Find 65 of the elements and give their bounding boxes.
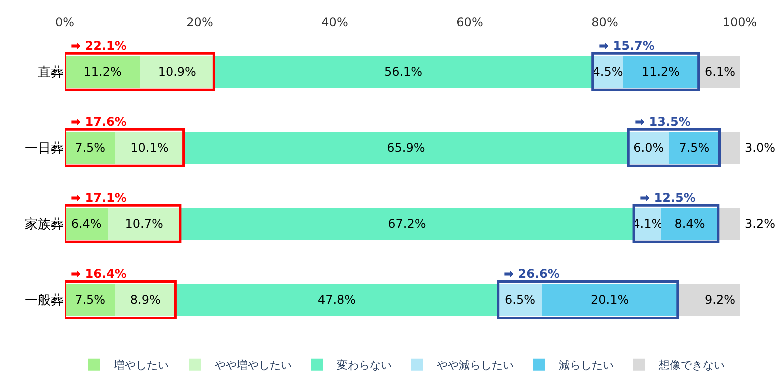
data-label: 8.9%	[130, 292, 161, 307]
data-label: 3.2%	[745, 217, 776, 231]
data-label: 11.2%	[642, 64, 680, 79]
legend-label: やや減らしたい	[437, 359, 514, 372]
data-label: 9.2%	[705, 293, 736, 307]
data-label: 20.1%	[590, 292, 630, 307]
data-label: 4.5%	[592, 64, 624, 79]
data-label: 3.0%	[745, 141, 776, 155]
x-tick-label: 20%	[186, 16, 214, 30]
annotation: ➡ 15.7%	[599, 39, 655, 53]
data-label: 11.2%	[84, 64, 122, 79]
bar	[176, 284, 498, 316]
bar	[108, 208, 180, 240]
bar	[140, 56, 214, 88]
bar	[662, 208, 718, 240]
annotation: ➡ 16.4%	[71, 267, 127, 281]
y-tick-label: 直葬	[38, 65, 64, 80]
bar	[65, 56, 141, 88]
x-tick-label: 100%	[722, 16, 758, 30]
data-label: 6.4%	[71, 216, 102, 231]
data-label: 6.0%	[634, 140, 664, 155]
annotation: ➡ 26.6%	[504, 267, 560, 281]
bar	[669, 132, 720, 164]
legend-label: 想像できない	[658, 359, 725, 372]
bar	[65, 284, 116, 316]
x-tick-label: 60%	[456, 16, 484, 30]
data-label: 7.5%	[75, 292, 106, 307]
bar	[65, 132, 116, 164]
legend-label: 減らしたい	[559, 359, 614, 372]
y-tick-label: 一般葬	[25, 294, 64, 309]
y-tick-label: 家族葬	[25, 216, 64, 232]
bar	[214, 56, 593, 88]
legend-label: やや増やしたい	[215, 359, 292, 372]
legend-label: 増やしたい	[113, 359, 169, 372]
x-tick-label: 40%	[322, 16, 348, 30]
annotation: ➡ 17.6%	[71, 115, 127, 129]
x-tick-label: 0%	[55, 16, 75, 30]
annotation: ➡ 22.1%	[71, 39, 127, 53]
bar	[678, 284, 740, 316]
bar	[116, 132, 184, 164]
data-label: 67.2%	[388, 216, 426, 231]
data-label: 6.1%	[705, 65, 736, 79]
annotation: ➡ 17.1%	[71, 191, 127, 205]
data-label: 47.8%	[318, 292, 356, 307]
data-label: 7.5%	[75, 140, 106, 155]
data-label: 7.5%	[679, 140, 710, 155]
bar	[542, 284, 678, 316]
data-label: 10.9%	[158, 64, 196, 79]
x-tick-label: 80%	[592, 16, 618, 30]
y-tick-label: 一日葬	[25, 141, 64, 156]
data-label: 6.5%	[505, 292, 536, 307]
data-label: 8.4%	[674, 216, 706, 231]
bar	[184, 132, 629, 164]
legend-label: 変わらない	[337, 359, 392, 372]
annotation: ➡ 12.5%	[640, 191, 696, 205]
data-label: 65.9%	[387, 140, 426, 155]
annotation: ➡ 13.5%	[635, 115, 691, 129]
bar	[720, 132, 740, 164]
bar	[180, 208, 634, 240]
bar	[623, 56, 699, 88]
bar	[718, 208, 740, 240]
data-label: 10.7%	[125, 216, 164, 231]
bar	[116, 284, 176, 316]
data-label: 56.1%	[384, 64, 423, 79]
data-label: 10.1%	[130, 140, 169, 155]
